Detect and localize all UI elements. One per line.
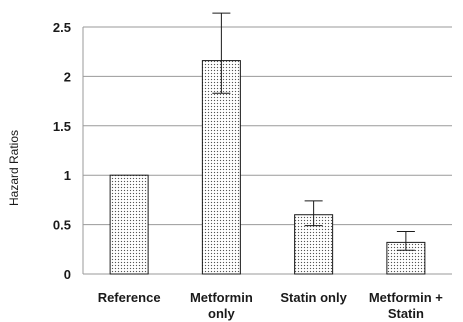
bars — [109, 60, 426, 275]
x-tick-label: Metformin only — [190, 290, 253, 321]
y-axis-label: Hazard Ratios — [7, 130, 21, 206]
x-tick-label: Reference — [98, 290, 161, 305]
bar — [109, 174, 149, 275]
y-tick-label: 0 — [64, 267, 71, 282]
y-tick-label: 2.5 — [53, 20, 71, 35]
y-tick-label: 2 — [64, 69, 71, 84]
error-bar — [304, 200, 323, 227]
bar — [201, 60, 241, 275]
x-tick-label: Statin only — [280, 290, 347, 305]
y-tick-labels: 0 0.5 1 1.5 2 2.5 — [53, 20, 71, 282]
error-bar — [396, 231, 415, 251]
y-tick-label: 0.5 — [53, 218, 71, 233]
y-tick-label: 1 — [64, 168, 71, 183]
error-bar — [212, 12, 231, 94]
y-tick-label: 1.5 — [53, 119, 71, 134]
error-bars — [212, 12, 415, 251]
x-tick-label: Metformin + Statin — [369, 290, 443, 321]
x-tick-labels: Reference Metformin only Statin only Metform… — [98, 290, 444, 321]
